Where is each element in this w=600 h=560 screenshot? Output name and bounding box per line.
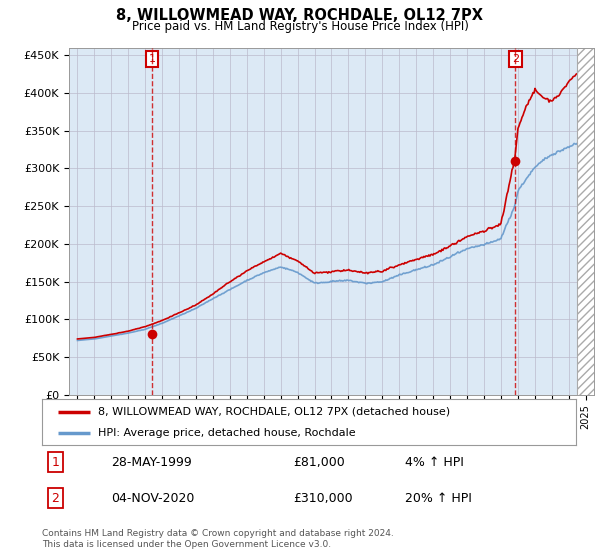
- Text: 2: 2: [52, 492, 59, 505]
- Bar: [577, 48, 594, 395]
- Text: 8, WILLOWMEAD WAY, ROCHDALE, OL12 7PX (detached house): 8, WILLOWMEAD WAY, ROCHDALE, OL12 7PX (d…: [98, 407, 450, 417]
- Text: 4% ↑ HPI: 4% ↑ HPI: [405, 456, 464, 469]
- Text: £310,000: £310,000: [293, 492, 353, 505]
- Text: 28-MAY-1999: 28-MAY-1999: [112, 456, 192, 469]
- Text: £81,000: £81,000: [293, 456, 345, 469]
- Text: 2: 2: [512, 54, 519, 64]
- Text: Price paid vs. HM Land Registry's House Price Index (HPI): Price paid vs. HM Land Registry's House …: [131, 20, 469, 32]
- Text: Contains HM Land Registry data © Crown copyright and database right 2024.
This d: Contains HM Land Registry data © Crown c…: [42, 529, 394, 549]
- Text: 04-NOV-2020: 04-NOV-2020: [112, 492, 195, 505]
- Text: 1: 1: [52, 456, 59, 469]
- Text: 1: 1: [148, 54, 155, 64]
- Text: 20% ↑ HPI: 20% ↑ HPI: [405, 492, 472, 505]
- Text: 8, WILLOWMEAD WAY, ROCHDALE, OL12 7PX: 8, WILLOWMEAD WAY, ROCHDALE, OL12 7PX: [116, 8, 484, 24]
- Bar: [577, 48, 594, 395]
- Text: HPI: Average price, detached house, Rochdale: HPI: Average price, detached house, Roch…: [98, 428, 356, 438]
